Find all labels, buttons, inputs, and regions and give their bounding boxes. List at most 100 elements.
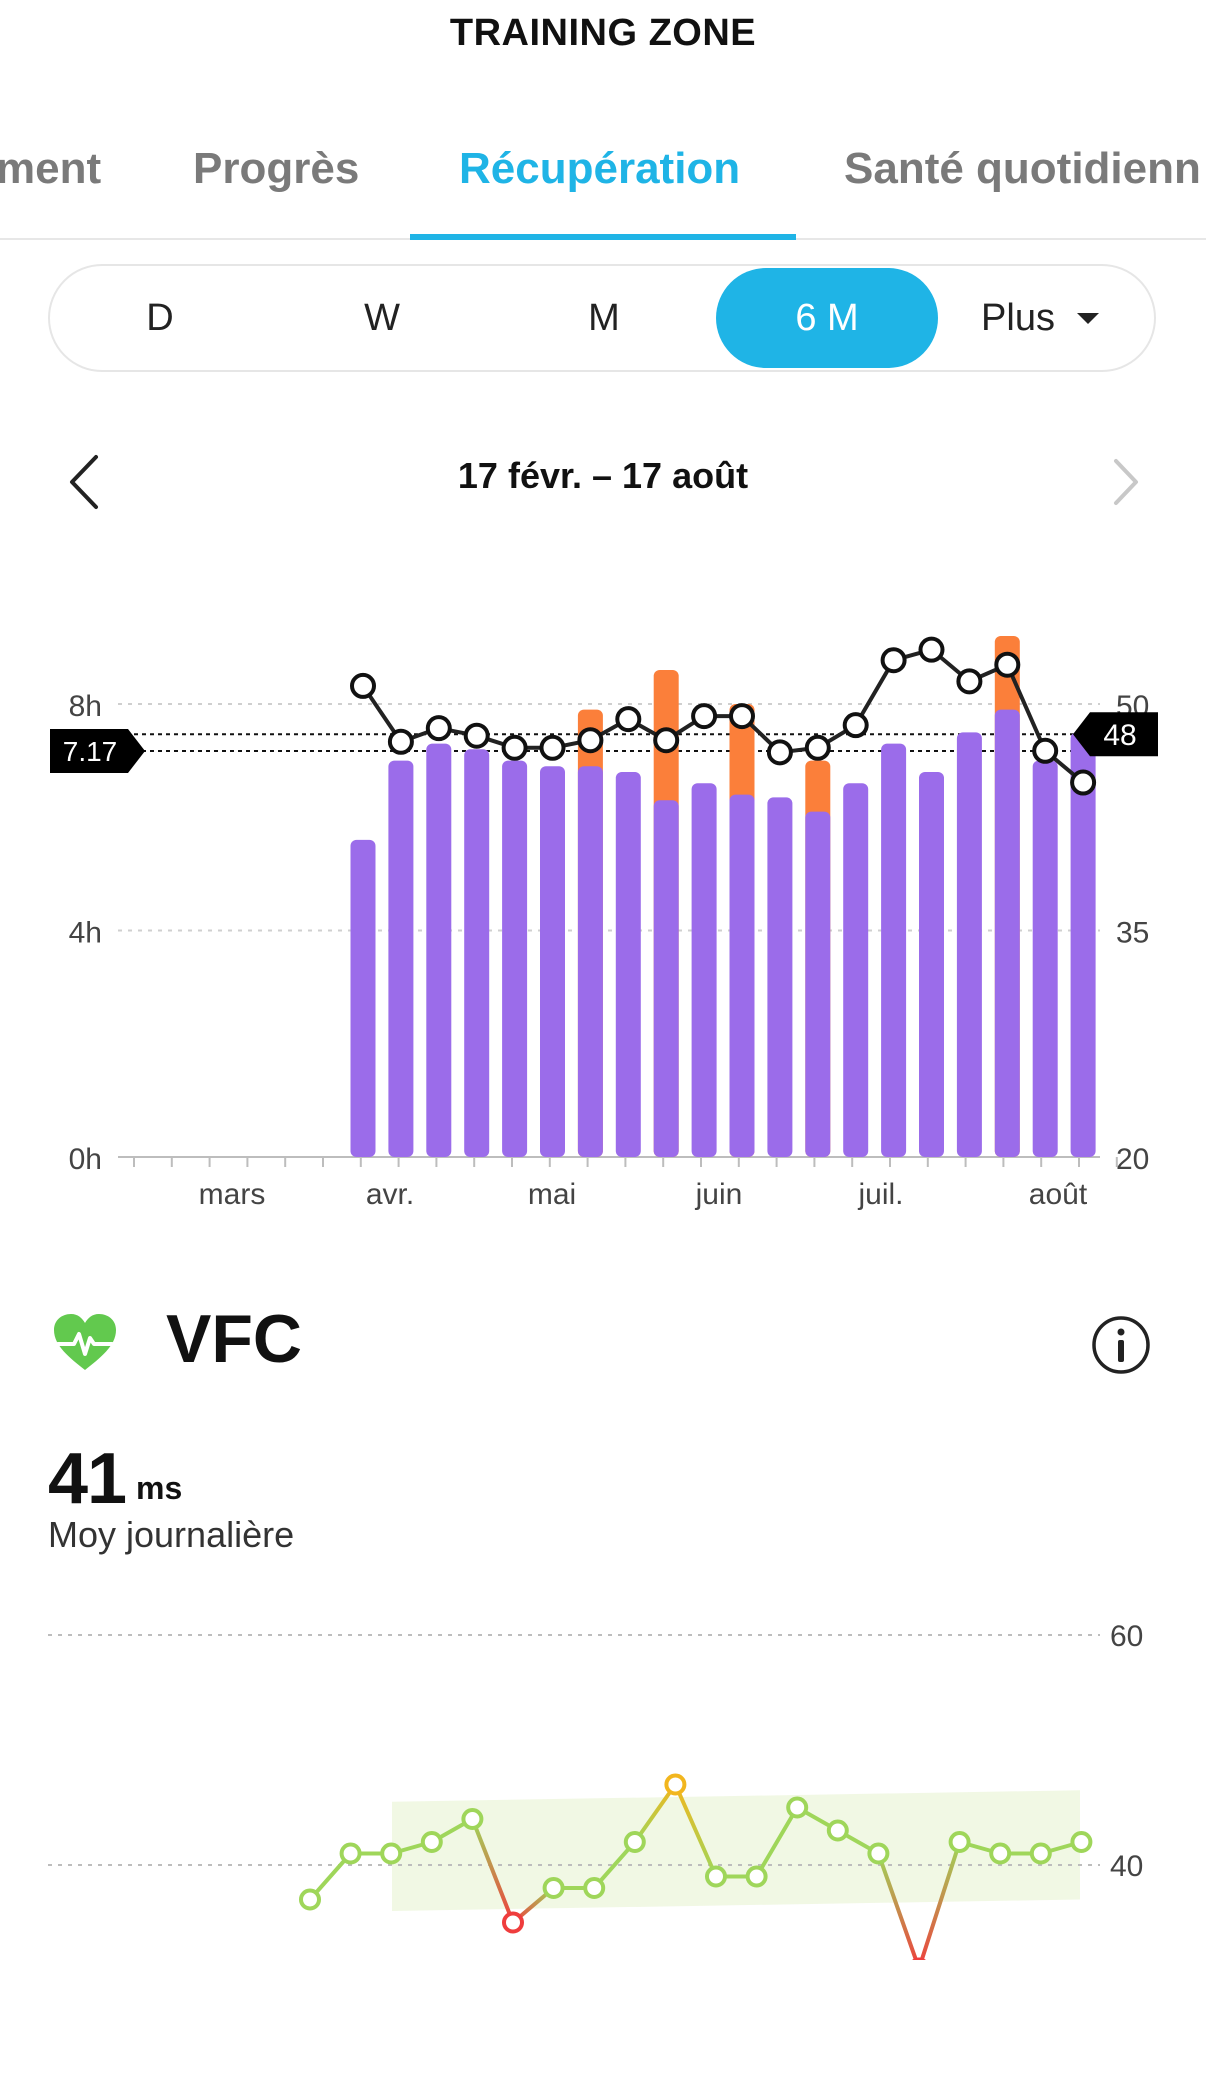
vfc-average-value: 41 (48, 1439, 127, 1519)
hrv-point (542, 1877, 565, 1899)
tab-bar: ment Progrès Récupération Santé quotidie… (0, 130, 1206, 240)
bar-sleep (994, 709, 1020, 1157)
hr-point (918, 636, 945, 663)
hr-point (691, 703, 718, 730)
period-week-button[interactable]: W (364, 296, 400, 339)
bar-sleep (1070, 732, 1096, 1157)
hrv-point (1029, 1842, 1052, 1865)
bar-sleep (615, 771, 641, 1157)
hrv-point (623, 1831, 646, 1853)
hrv-point (948, 1831, 971, 1853)
hrv-point (786, 1796, 809, 1819)
hr-point (387, 728, 414, 755)
x-tick-label: juil. (857, 1178, 903, 1211)
hrv-line-segment (673, 1782, 718, 1879)
hrv-point (989, 1842, 1012, 1865)
y-right-tick: 35 (1116, 917, 1149, 950)
bar-sleep (577, 766, 603, 1157)
hr-point (880, 647, 907, 674)
hr-point (1070, 769, 1097, 796)
x-tick-label: juin (695, 1178, 743, 1211)
chevron-left-icon[interactable] (56, 447, 116, 517)
hr-point (577, 727, 604, 754)
hr-point (842, 712, 869, 739)
hrv-line-segment (876, 1851, 919, 1960)
tab-recuperation[interactable]: Récupération (459, 144, 741, 193)
vfc-subtitle: Moy journalière (48, 1514, 295, 1555)
y-left-tick: 8h (69, 690, 102, 723)
bar-sleep (919, 771, 944, 1157)
x-tick-label: août (1029, 1178, 1088, 1211)
period-month-button[interactable]: M (588, 296, 620, 339)
hr-point (1032, 737, 1059, 764)
y-left-tick: 4h (69, 917, 102, 950)
tab-progres[interactable]: Progrès (193, 144, 360, 193)
hrv-point (299, 1888, 321, 1911)
hrv-chart: 40 60 (48, 1620, 1143, 1960)
hrv-point (339, 1842, 362, 1865)
hrv-y-tick: 60 (1110, 1620, 1143, 1653)
reference-badge-hr (1073, 712, 1158, 757)
info-icon[interactable] (1090, 1314, 1152, 1376)
bar-sleep (653, 800, 679, 1157)
tab-entrainement[interactable]: ment (0, 144, 102, 193)
hr-point (729, 703, 755, 730)
bar-sleep (540, 766, 565, 1157)
caret-down-icon (1076, 312, 1099, 324)
bar-sleep (464, 749, 490, 1157)
bar-sleep (729, 794, 755, 1157)
hr-point (766, 739, 793, 766)
hr-point (615, 706, 642, 733)
bar-sleep (691, 783, 717, 1157)
hrv-y-tick: 40 (1110, 1850, 1143, 1883)
bar-sleep (956, 732, 982, 1157)
hrv-normal-range-band (392, 1790, 1080, 1911)
bar-sleep (388, 760, 414, 1157)
hrv-point (867, 1842, 890, 1865)
hrv-point (745, 1865, 768, 1888)
hr-point (425, 715, 452, 742)
hrv-point (826, 1819, 849, 1842)
hr-point (539, 734, 566, 761)
vfc-title: VFC (166, 1301, 302, 1377)
hrv-point (912, 1957, 926, 1960)
period-more-label: Plus (981, 296, 1055, 339)
bar-sleep (843, 783, 869, 1157)
hrv-line-segment (754, 1805, 800, 1879)
bar-sleep (350, 839, 376, 1157)
hr-point (994, 651, 1021, 678)
x-tick-label: avr. (366, 1178, 414, 1211)
hrv-point (664, 1773, 687, 1796)
chevron-right-icon[interactable] (1096, 447, 1156, 517)
heart-pulse-icon (54, 1314, 116, 1370)
hrv-point (420, 1831, 443, 1853)
hr-point (653, 727, 680, 754)
bar-sleep (1032, 760, 1058, 1157)
reference-label-hr: 48 (1103, 719, 1136, 752)
bar-sleep (426, 743, 452, 1157)
hrv-point (705, 1865, 727, 1888)
page-title: TRAINING ZONE (449, 12, 757, 54)
date-range-label: 17 févr. – 17 août (457, 455, 749, 496)
vfc-unit: ms (136, 1470, 183, 1506)
bar-sleep (881, 743, 907, 1157)
hrv-point (380, 1842, 403, 1865)
hr-point (350, 672, 376, 699)
x-tick-label: mars (199, 1178, 266, 1211)
y-right-tick: 20 (1116, 1143, 1149, 1176)
hrv-line-segment (919, 1840, 962, 1960)
period-day-button[interactable]: D (146, 296, 174, 339)
tab-sante-quotidienne[interactable]: Santé quotidienn (844, 144, 1201, 193)
hr-point (463, 722, 490, 749)
bar-sleep (805, 811, 831, 1157)
active-tab-indicator (410, 234, 796, 240)
hrv-line-segment (470, 1817, 515, 1925)
x-tick-label: mai (528, 1178, 576, 1211)
hrv-point (502, 1911, 524, 1934)
period-6m-button[interactable]: 6 M (716, 268, 938, 368)
hrv-point (461, 1808, 484, 1830)
hrv-point (583, 1877, 606, 1899)
reference-badge-sleep (50, 728, 145, 773)
period-more-dropdown[interactable]: Plus (950, 266, 1130, 370)
